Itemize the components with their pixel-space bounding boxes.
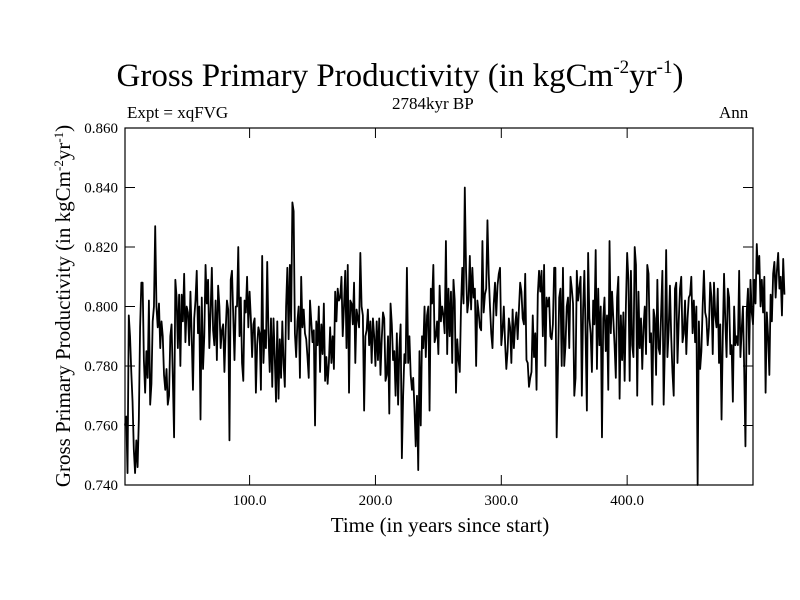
- y-axis-label-main: Gross Primary Productivity (in kgCm: [51, 171, 75, 487]
- y-tick-label: 0.740: [84, 478, 118, 494]
- chart-title-sup-1: -2: [613, 57, 630, 78]
- x-tick-label: 200.0: [359, 493, 393, 509]
- y-axis-label-mid: yr: [51, 143, 75, 161]
- chart-subtitle: 2784kyr BP: [392, 94, 474, 113]
- chart-title-end: ): [672, 58, 684, 94]
- y-axis-label-sup-1: -2: [51, 160, 66, 171]
- y-tick-label: 0.820: [84, 240, 118, 256]
- y-axis-label-sup-2: -1: [51, 132, 66, 143]
- x-tick-label: 300.0: [484, 493, 518, 509]
- season-label: Ann: [719, 103, 749, 122]
- y-axis-label: Gross Primary Productivity (in kgCm-2yr-…: [51, 125, 75, 487]
- chart-title-sup-2: -1: [656, 57, 673, 78]
- y-tick-label: 0.860: [84, 121, 118, 137]
- x-axis-label: Time (in years since start): [331, 513, 550, 537]
- y-tick-label: 0.800: [84, 300, 118, 316]
- series-line-gpp: [124, 186, 786, 486]
- y-tick-label: 0.780: [84, 359, 118, 375]
- y-axis-label-end: ): [51, 125, 75, 132]
- experiment-label: Expt = xqFVG: [127, 103, 229, 122]
- y-tick-label: 0.760: [84, 419, 118, 435]
- chart-title: Gross Primary Productivity (in kgCm-2yr-…: [0, 58, 800, 95]
- x-tick-label: 100.0: [233, 493, 267, 509]
- y-axis: 0.740 0.760 0.780 0.800 0.820 0.840 0.860: [84, 121, 753, 494]
- chart-title-main: Gross Primary Productivity (in kgCm: [116, 58, 614, 94]
- x-tick-label: 400.0: [610, 493, 644, 509]
- x-axis: 100.0 200.0 300.0 400.0: [233, 128, 644, 509]
- y-tick-label: 0.840: [84, 181, 118, 197]
- chart-title-mid: yr: [629, 58, 657, 94]
